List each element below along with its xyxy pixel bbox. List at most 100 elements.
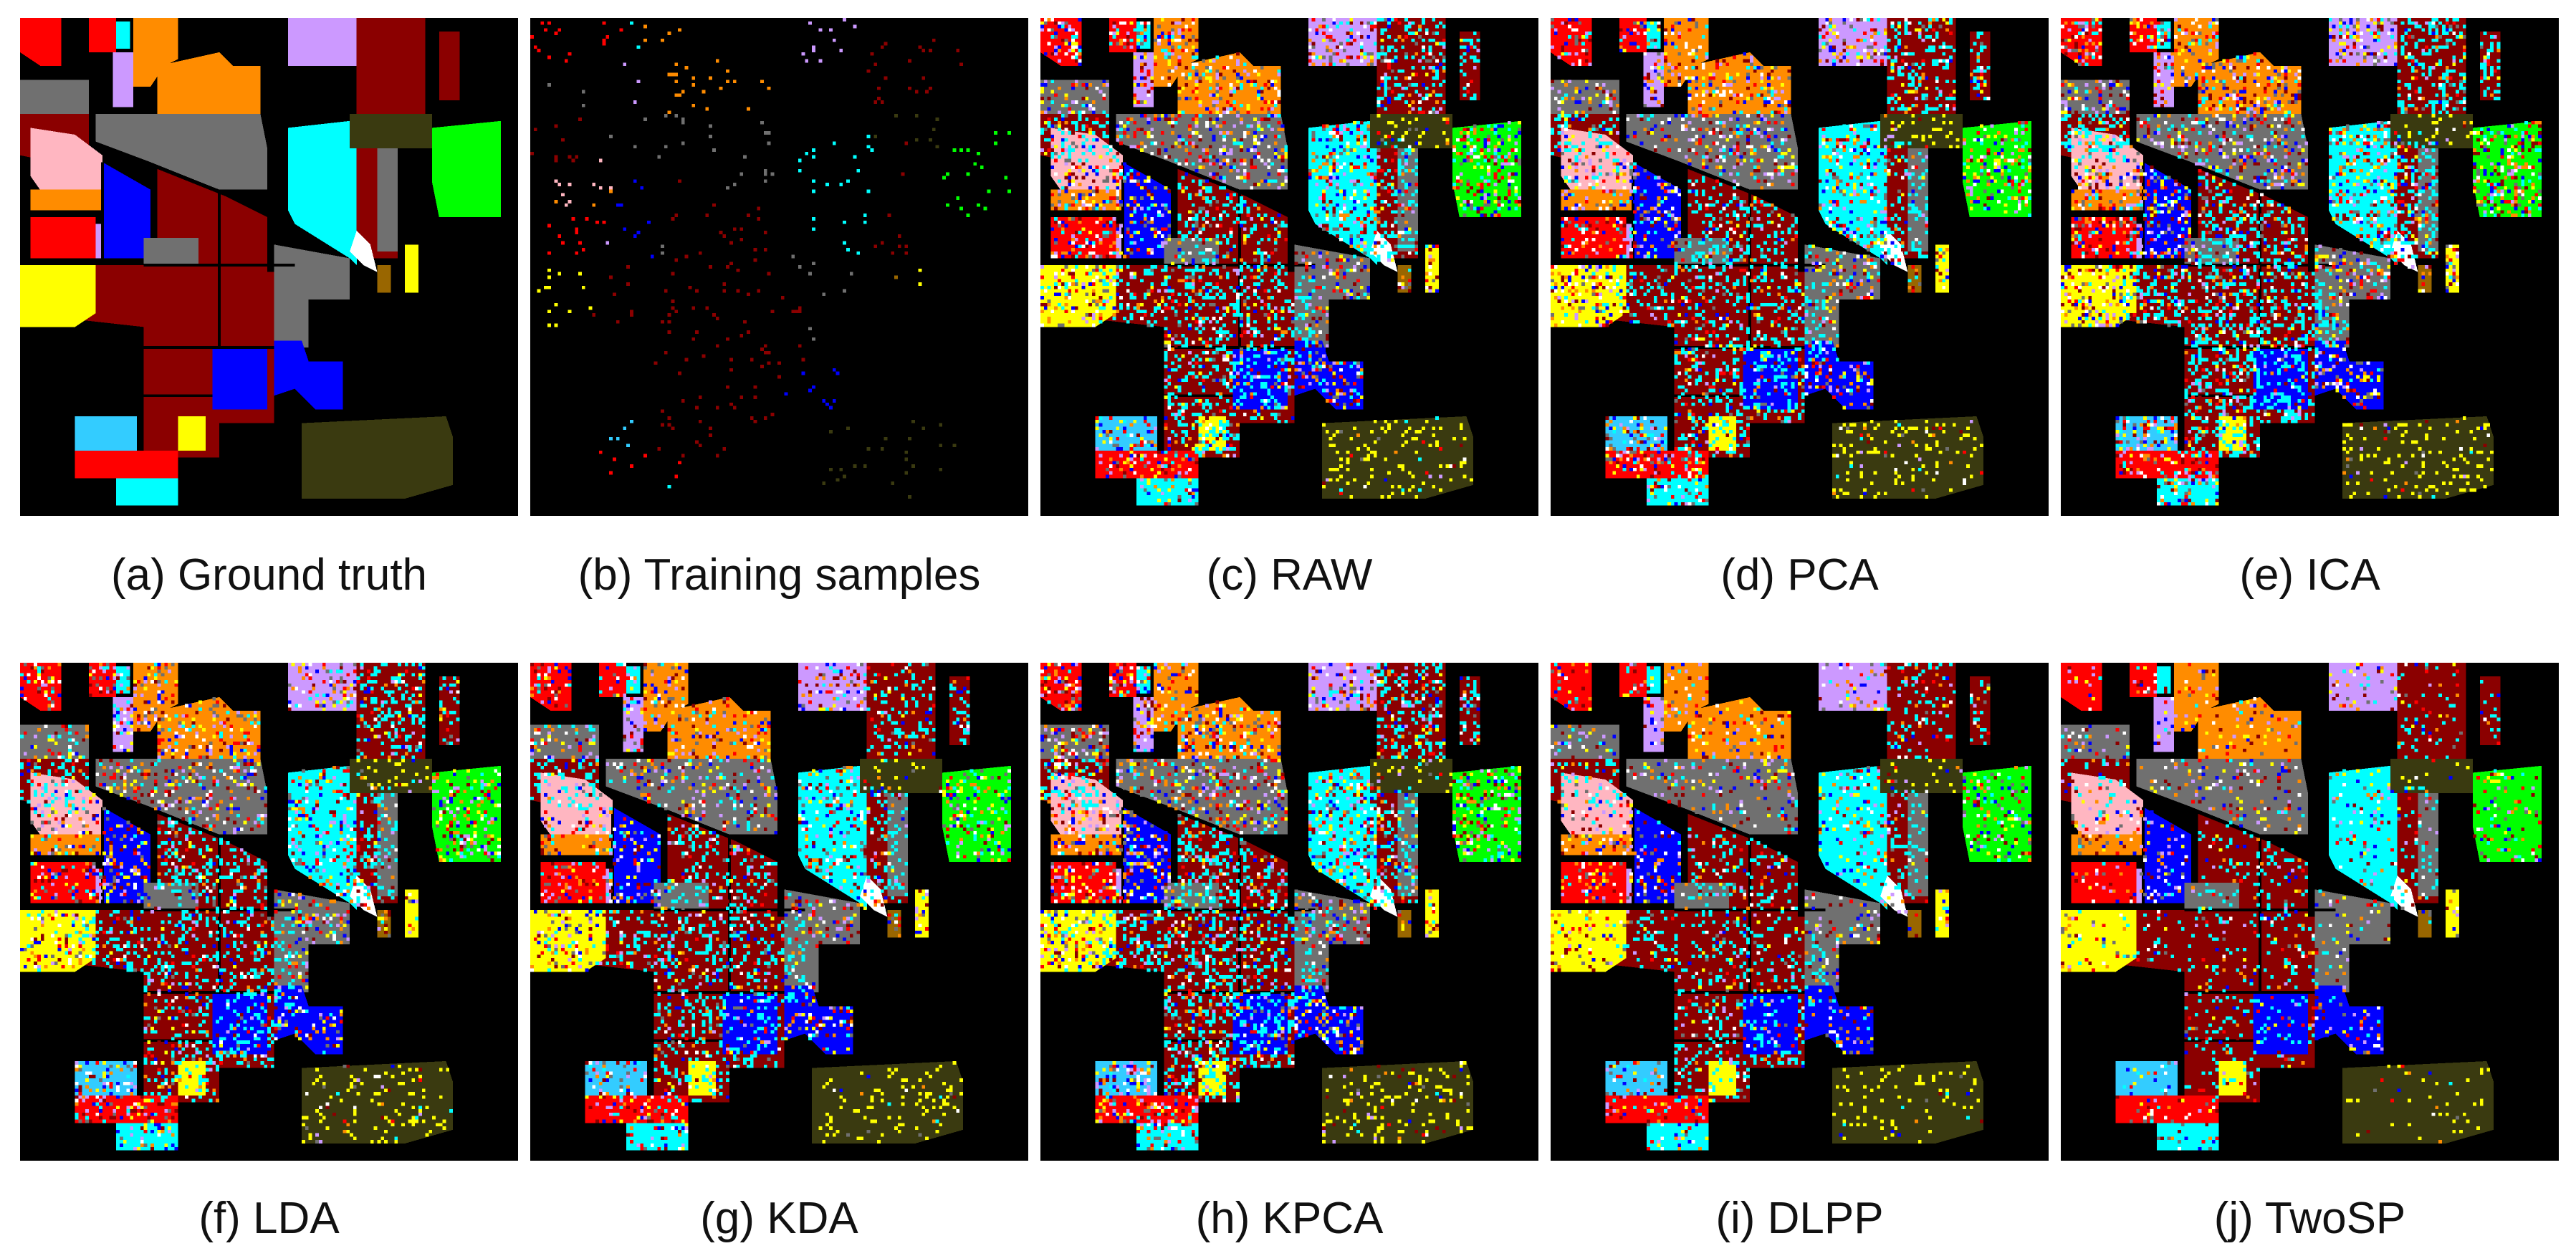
class-region-red [75,450,178,479]
misclassified-pixel [1356,134,1360,138]
misclassified-pixel [1208,248,1212,251]
misclassified-pixel [1691,114,1695,118]
misclassified-pixel [1305,258,1308,262]
misclassified-pixel [1150,193,1154,197]
misclassified-pixel [1240,333,1243,337]
misclassified-pixel [1123,419,1126,423]
misclassified-pixel [1236,361,1240,365]
misclassified-pixel [1336,382,1339,385]
misclassified-pixel [1462,461,1467,465]
training-sample-pixel [835,371,840,375]
misclassified-pixel [1684,66,1688,69]
misclassified-pixel [1150,265,1154,269]
misclassified-pixel [1328,55,1333,59]
misclassified-pixel [1174,396,1178,400]
misclassified-pixel [1191,80,1195,84]
misclassified-pixel [1370,186,1374,190]
misclassified-pixel [1242,275,1247,279]
misclassified-pixel [1359,268,1364,272]
misclassified-pixel [1273,399,1278,403]
misclassified-pixel [1260,134,1264,138]
misclassified-pixel [1301,337,1306,341]
misclassified-pixel [1102,124,1106,128]
training-sample-pixel [674,80,679,84]
class-region-red [88,18,117,52]
training-sample-pixel [739,333,744,337]
misclassified-pixel [1404,28,1408,32]
misclassified-pixel [1298,368,1302,372]
misclassified-pixel [1160,296,1164,300]
misclassified-pixel [1770,93,1774,97]
misclassified-pixel [1935,32,1939,35]
misclassified-pixel [1332,158,1336,163]
misclassified-pixel [1191,317,1195,320]
misclassified-pixel [1557,118,1561,121]
misclassified-pixel [1043,83,1048,87]
misclassified-pixel [1470,45,1473,49]
misclassified-pixel [1980,90,1983,94]
misclassified-pixel [1229,193,1233,197]
misclassified-pixel [1071,141,1075,145]
misclassified-pixel [1366,138,1371,142]
misclassified-pixel [1588,24,1592,29]
training-sample-pixel [695,406,699,410]
misclassified-pixel [1236,296,1240,300]
misclassified-pixel [1098,268,1103,272]
misclassified-pixel [1407,268,1412,272]
misclassified-pixel [1328,272,1333,276]
misclassified-pixel [1054,251,1058,255]
misclassified-pixel [1253,166,1257,169]
misclassified-pixel [1718,120,1723,125]
misclassified-pixel [1305,268,1308,272]
misclassified-pixel [1160,244,1164,249]
misclassified-pixel [1050,52,1055,56]
misclassified-pixel [1191,18,1195,21]
misclassified-pixel [1057,279,1061,283]
training-sample-pixel [914,138,919,142]
misclassified-pixel [1222,454,1226,458]
misclassified-pixel [1942,66,1946,69]
training-sample-pixel [736,268,740,272]
training-sample-pixel [746,214,750,217]
misclassified-pixel [1253,134,1257,138]
misclassified-pixel [1325,262,1329,266]
misclassified-pixel [1194,419,1199,423]
training-sample-pixel [568,183,572,186]
misclassified-pixel [1181,440,1185,444]
misclassified-pixel [1473,55,1477,59]
misclassified-pixel [1194,214,1199,217]
misclassified-pixel [1414,450,1419,454]
misclassified-pixel [1078,206,1082,211]
misclassified-pixel [1384,52,1388,56]
misclassified-pixel [1174,340,1178,345]
misclassified-pixel [1229,227,1233,231]
misclassified-pixel [1205,444,1209,448]
misclassified-pixel [1060,220,1065,224]
misclassified-pixel [1260,299,1264,303]
misclassified-pixel [1232,100,1237,104]
misclassified-pixel [1712,76,1716,80]
misclassified-pixel [1373,419,1377,423]
training-sample-pixel [667,423,671,427]
misclassified-pixel [1384,241,1388,245]
misclassified-pixel [1633,42,1637,46]
misclassified-pixel [1328,155,1333,159]
misclassified-pixel [1459,138,1463,142]
misclassified-pixel [1167,120,1172,125]
training-sample-pixel [866,134,871,138]
misclassified-pixel [1325,186,1329,190]
misclassified-pixel [1305,344,1308,348]
training-sample-pixel [613,457,616,461]
misclassified-pixel [1459,183,1463,186]
misclassified-pixel [1325,34,1329,39]
training-sample-pixel [609,436,613,441]
training-sample-pixel [732,406,737,410]
training-sample-pixel [866,69,871,73]
misclassified-pixel [1205,214,1209,217]
misclassified-pixel [1894,86,1898,90]
misclassified-pixel [1129,45,1134,49]
misclassified-pixel [1232,413,1237,416]
misclassified-pixel [1325,251,1329,255]
misclassified-pixel [1325,337,1329,341]
misclassified-pixel [1346,292,1350,297]
